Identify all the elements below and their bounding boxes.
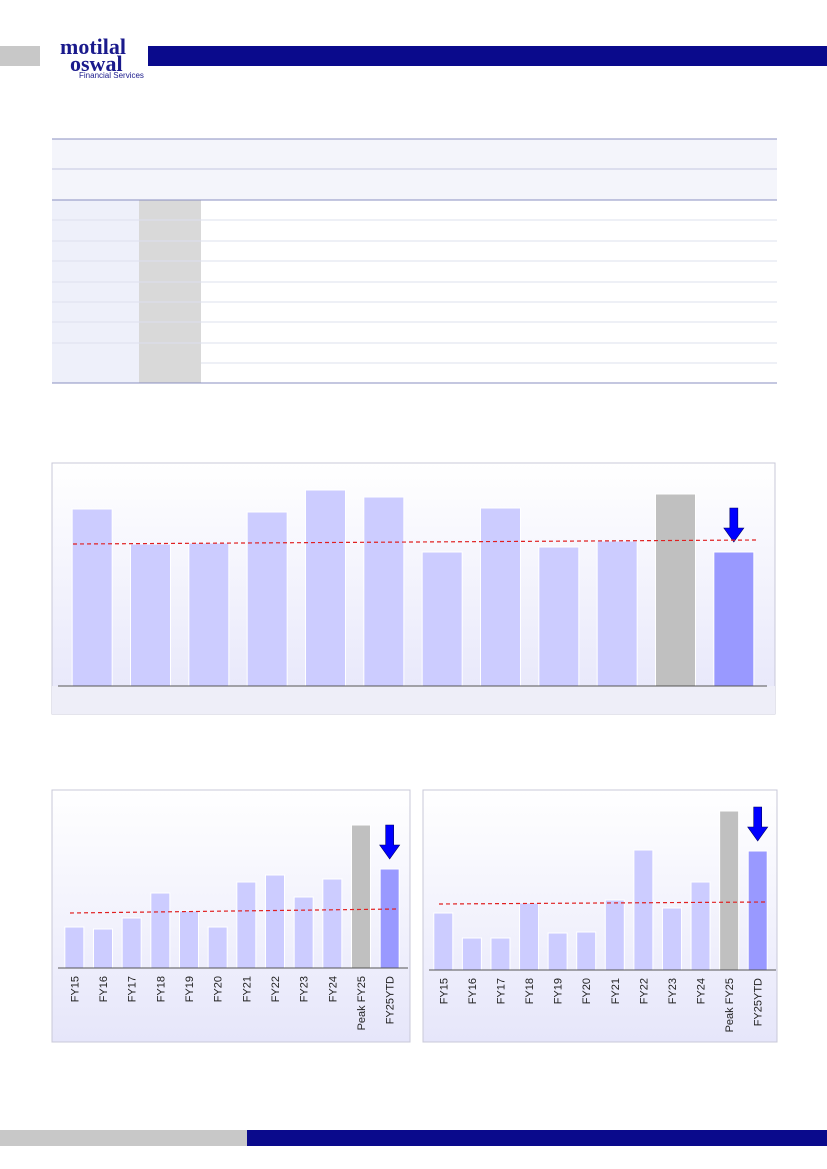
- bar: [265, 874, 285, 969]
- bar: [64, 926, 85, 969]
- bar: [490, 937, 511, 971]
- bar: [179, 910, 199, 969]
- bar: [93, 928, 113, 969]
- bar: [690, 881, 711, 971]
- x-tick-label: FY18: [524, 978, 536, 1004]
- bar: [519, 902, 540, 971]
- reference-line: [69, 908, 399, 914]
- x-tick-label: FY20: [581, 978, 593, 1004]
- chart-background: [422, 789, 778, 1043]
- table-highlight-column: [139, 200, 201, 383]
- x-tick-label: FY24: [696, 978, 708, 1004]
- bar: [130, 543, 171, 687]
- x-tick-label: FY16: [98, 976, 110, 1002]
- bar: [633, 849, 654, 971]
- bar: [655, 493, 696, 687]
- bar: [547, 932, 568, 971]
- bar: [604, 899, 625, 971]
- x-tick-label: Peak FY25: [724, 978, 736, 1032]
- x-tick-label: FY23: [299, 976, 311, 1002]
- chart-background: [51, 789, 411, 1043]
- bar: [236, 881, 257, 969]
- x-tick-label: FY24: [327, 976, 339, 1002]
- bar: [461, 937, 482, 971]
- logo-text: motilal: [60, 34, 126, 59]
- x-tick-label: FY20: [213, 976, 225, 1002]
- x-tick-label: FY25YTD: [753, 978, 765, 1026]
- highlight-arrow: [747, 806, 769, 842]
- bar: [747, 850, 768, 971]
- reference-line: [438, 901, 767, 905]
- bar: [713, 551, 755, 687]
- bar: [71, 508, 113, 687]
- highlight-arrow: [379, 824, 401, 860]
- footer-blue-bar: [247, 1130, 827, 1146]
- x-tick-label: FY21: [241, 976, 253, 1002]
- x-tick-label: FY22: [270, 976, 282, 1002]
- x-tick-label: FY17: [127, 976, 139, 1002]
- x-tick-label: FY18: [155, 976, 167, 1002]
- bar: [293, 896, 314, 969]
- x-tick-label: Peak FY25: [356, 976, 368, 1030]
- x-tick-label: FY17: [495, 978, 507, 1004]
- bar: [379, 868, 400, 969]
- header-blue-bar: [148, 46, 827, 66]
- highlight-arrow: [723, 507, 745, 543]
- bar: [351, 824, 371, 969]
- x-tick-label: FY19: [184, 976, 196, 1002]
- x-tick-label: FY15: [438, 978, 450, 1004]
- bar: [363, 496, 405, 687]
- footer-grey-bar: [0, 1130, 247, 1146]
- bar: [121, 917, 142, 969]
- logo-tagline: Financial Services: [79, 71, 144, 80]
- x-tick-label: FY15: [69, 976, 81, 1002]
- table-first-column: [52, 200, 139, 383]
- x-tick-label: FY16: [467, 978, 479, 1004]
- chart-footer-band: [52, 686, 775, 714]
- bar: [480, 507, 521, 687]
- bar: [433, 912, 454, 971]
- table-row-lines: [52, 219, 777, 364]
- bar: [322, 878, 343, 969]
- logo-text: oswal: [70, 51, 123, 76]
- bar: [305, 489, 346, 687]
- bar: [246, 511, 288, 687]
- x-tick-label: FY22: [638, 978, 650, 1004]
- bar: [188, 542, 230, 687]
- header-grey-block: [0, 46, 40, 66]
- bar: [719, 810, 740, 971]
- x-tick-label: FY21: [610, 978, 622, 1004]
- bar: [596, 540, 638, 687]
- bar: [576, 931, 597, 971]
- table: [52, 138, 777, 384]
- bar: [661, 907, 682, 971]
- bar: [538, 546, 580, 687]
- x-tick-label: FY19: [553, 978, 565, 1004]
- bar: [421, 551, 463, 687]
- bar: [207, 926, 228, 969]
- chart-background: [51, 462, 776, 715]
- bar: [150, 892, 171, 969]
- reference-line: [72, 539, 758, 545]
- x-tick-label: FY25YTD: [385, 976, 397, 1024]
- x-tick-label: FY23: [667, 978, 679, 1004]
